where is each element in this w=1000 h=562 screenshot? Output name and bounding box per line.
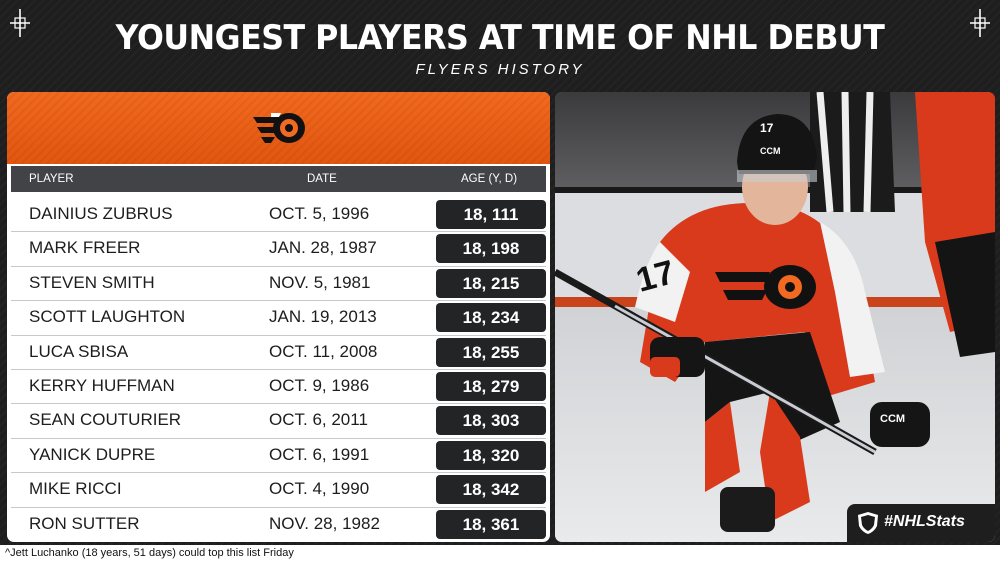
glove-brand: CCM bbox=[880, 413, 905, 425]
table-row: DAINIUS ZUBRUS OCT. 5, 1996 18, 111 bbox=[11, 198, 546, 233]
table-row: STEVEN SMITH NOV. 5, 1981 18, 215 bbox=[11, 267, 546, 302]
debut-age: 18, 198 bbox=[436, 234, 546, 264]
debut-date: NOV. 28, 1982 bbox=[269, 513, 380, 533]
hashtag-label: #NHLStats bbox=[884, 513, 965, 530]
player-name: KERRY HUFFMAN bbox=[29, 375, 175, 395]
stats-panel: PLAYER DATE AGE (Y, D) DAINIUS ZUBRUS OC… bbox=[7, 92, 550, 542]
player-name: SCOTT LAUGHTON bbox=[29, 307, 186, 327]
flyers-logo-icon bbox=[253, 113, 305, 143]
page-subtitle: FLYERS HISTORY bbox=[415, 61, 585, 78]
corner-crosshair-icon bbox=[10, 9, 30, 37]
table-row: MARK FREER JAN. 28, 1987 18, 198 bbox=[11, 232, 546, 267]
player-photo-illustration: 17 CCM 17 CCM bbox=[555, 92, 995, 542]
header-date: DATE bbox=[307, 173, 337, 185]
player-name: MIKE RICCI bbox=[29, 479, 122, 499]
team-banner bbox=[7, 92, 550, 164]
player-name: YANICK DUPRE bbox=[29, 444, 156, 464]
debut-age: 18, 361 bbox=[436, 509, 546, 539]
debut-date: JAN. 28, 1987 bbox=[269, 238, 377, 258]
debut-date: OCT. 6, 1991 bbox=[269, 444, 370, 464]
nhl-shield-icon bbox=[858, 512, 878, 534]
table-row: YANICK DUPRE OCT. 6, 1991 18, 320 bbox=[11, 439, 546, 474]
player-photo: 17 CCM 17 CCM #NHLStats bbox=[555, 92, 995, 542]
table-row: LUCA SBISA OCT. 11, 2008 18, 255 bbox=[11, 336, 546, 370]
table-row: SCOTT LAUGHTON JAN. 19, 2013 18, 234 bbox=[11, 301, 546, 336]
debut-age: 18, 279 bbox=[436, 371, 546, 401]
table-body: DAINIUS ZUBRUS OCT. 5, 1996 18, 111 MARK… bbox=[11, 198, 546, 542]
page-title: YOUNGEST PLAYERS AT TIME OF NHL DEBUT bbox=[115, 18, 885, 58]
debut-age: 18, 234 bbox=[436, 303, 546, 333]
debut-date: OCT. 4, 1990 bbox=[269, 479, 370, 499]
debut-date: OCT. 11, 2008 bbox=[269, 341, 378, 361]
hashtag-badge: #NHLStats bbox=[847, 504, 995, 542]
header-player: PLAYER bbox=[29, 173, 74, 185]
debut-date: NOV. 5, 1981 bbox=[269, 272, 371, 292]
player-name: LUCA SBISA bbox=[29, 341, 129, 361]
debut-age: 18, 255 bbox=[436, 337, 546, 367]
table-row: MIKE RICCI OCT. 4, 1990 18, 342 bbox=[11, 473, 546, 508]
table-header: PLAYER DATE AGE (Y, D) bbox=[11, 166, 546, 192]
graphic: YOUNGEST PLAYERS AT TIME OF NHL DEBUT FL… bbox=[0, 0, 1000, 545]
helmet-brand: CCM bbox=[760, 146, 781, 156]
table-row: KERRY HUFFMAN OCT. 9, 1986 18, 279 bbox=[11, 370, 546, 405]
debut-age: 18, 320 bbox=[436, 440, 546, 470]
table-row: RON SUTTER NOV. 28, 1982 18, 361 bbox=[11, 508, 546, 542]
debut-date: OCT. 5, 1996 bbox=[269, 204, 370, 223]
debut-date: JAN. 19, 2013 bbox=[269, 307, 377, 327]
helmet-number: 17 bbox=[760, 121, 774, 135]
debut-age: 18, 111 bbox=[436, 200, 546, 229]
player-name: RON SUTTER bbox=[29, 513, 140, 533]
player-name: STEVEN SMITH bbox=[29, 272, 155, 292]
player-name: SEAN COUTURIER bbox=[29, 410, 182, 430]
footnote: ^Jett Luchanko (18 years, 51 days) could… bbox=[5, 547, 294, 559]
header-age: AGE (Y, D) bbox=[461, 173, 518, 185]
player-name: DAINIUS ZUBRUS bbox=[29, 204, 173, 223]
debut-age: 18, 342 bbox=[436, 475, 546, 505]
corner-crosshair-icon bbox=[970, 9, 990, 37]
debut-age: 18, 303 bbox=[436, 406, 546, 436]
table-row: SEAN COUTURIER OCT. 6, 2011 18, 303 bbox=[11, 404, 546, 439]
debut-date: OCT. 6, 2011 bbox=[269, 410, 368, 430]
debut-date: OCT. 9, 1986 bbox=[269, 375, 370, 395]
debut-age: 18, 215 bbox=[436, 268, 546, 298]
player-name: MARK FREER bbox=[29, 238, 141, 258]
